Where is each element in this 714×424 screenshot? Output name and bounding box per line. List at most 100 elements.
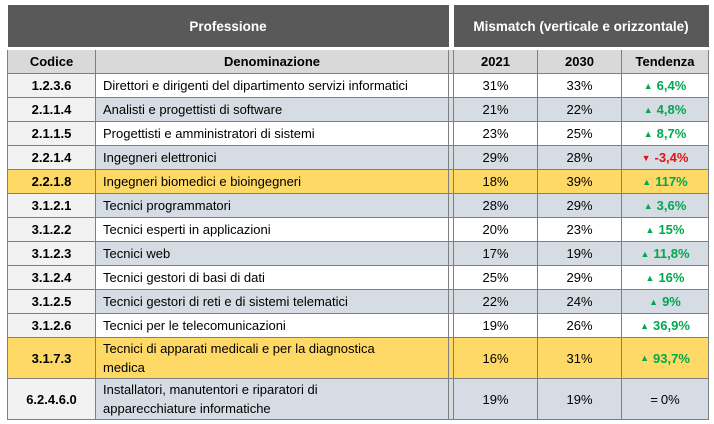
section-gap: [448, 5, 454, 50]
denomination-cell: Tecnici per le telecomunicazioni: [95, 313, 449, 338]
table-row: 3.1.2.2 Tecnici esperti in applicazioni …: [7, 217, 710, 242]
table-row: 2.1.1.4 Analisti e progettisti di softwa…: [7, 97, 710, 122]
trend-flat-icon: =: [650, 391, 658, 407]
column-header-codice: Codice: [7, 48, 96, 74]
code-cell: 3.1.2.5: [7, 289, 96, 314]
mismatch-2021-cell: 23%: [453, 121, 538, 146]
trend-cell: ▲ 6,4%: [620, 73, 710, 98]
table-row: 3.1.2.5 Tecnici gestori di reti e di sis…: [7, 289, 710, 314]
mismatch-2030-cell: 22%: [537, 97, 622, 122]
trend-cell: ▲ 16%: [620, 265, 710, 290]
trend-cell: ▲ 11,8%: [620, 241, 710, 266]
code-cell: 3.1.2.6: [7, 313, 96, 338]
denomination-cell: Tecnici gestori di reti e di sistemi tel…: [95, 289, 449, 314]
trend-cell: ▼ -3,4%: [620, 145, 710, 170]
mismatch-2021-cell: 22%: [453, 289, 538, 314]
denomination-cell: Tecnici esperti in applicazioni: [95, 217, 449, 242]
mismatch-2021-cell: 16%: [453, 337, 538, 379]
table-row-highlighted: 2.2.1.8 Ingegneri biomedici e bioingegne…: [7, 169, 710, 194]
trend-up-icon: ▲: [640, 320, 650, 331]
trend-cell: ▲ 9%: [620, 289, 710, 314]
mismatch-2021-cell: 25%: [453, 265, 538, 290]
mismatch-2030-cell: 29%: [537, 265, 622, 290]
table-row: 6.2.4.6.0 Installatori, manutentori e ri…: [7, 378, 710, 420]
code-cell: 1.2.3.6: [7, 73, 96, 98]
trend-cell: ▲ 8,7%: [620, 121, 710, 146]
trend-up-icon: ▲: [643, 104, 653, 115]
trend-down-icon: ▼: [641, 152, 651, 163]
trend-up-icon: ▲: [643, 80, 653, 91]
mismatch-2030-cell: 25%: [537, 121, 622, 146]
denomination-cell: Ingegneri elettronici: [95, 145, 449, 170]
trend-cell: = 0%: [620, 378, 710, 420]
denomination-cell: Tecnici web: [95, 241, 449, 266]
denomination-cell: Tecnici di apparati medicali e per la di…: [95, 337, 449, 379]
trend-up-icon: ▲: [645, 272, 655, 283]
table-row: 3.1.2.1 Tecnici programmatori 28% 29% ▲ 3…: [7, 193, 710, 218]
code-cell: 3.1.2.3: [7, 241, 96, 266]
mismatch-2021-cell: 31%: [453, 73, 538, 98]
profession-group-header: Professione: [7, 5, 449, 50]
denomination-cell: Analisti e progettisti di software: [95, 97, 449, 122]
trend-cell: ▲ 15%: [620, 217, 710, 242]
trend-value: 6,4%: [656, 78, 687, 93]
mismatch-2021-cell: 18%: [453, 169, 538, 194]
mismatch-2030-cell: 26%: [537, 313, 622, 338]
table-row: 2.1.1.5 Progettisti e amministratori di …: [7, 121, 710, 146]
trend-up-icon: ▲: [640, 248, 650, 259]
mismatch-2030-cell: 33%: [537, 73, 622, 98]
trend-cell: ▲ 36,9%: [620, 313, 710, 338]
denomination-cell: Installatori, manutentori e riparatori d…: [95, 378, 449, 420]
trend-up-icon: ▲: [642, 176, 652, 187]
column-header-2021: 2021: [453, 48, 538, 74]
trend-cell: ▲ 117%: [620, 169, 710, 194]
mismatch-2030-cell: 19%: [537, 378, 622, 420]
code-cell: 2.1.1.4: [7, 97, 96, 122]
trend-value: 8,7%: [656, 126, 687, 141]
mismatch-2021-cell: 28%: [453, 193, 538, 218]
code-cell: 3.1.2.2: [7, 217, 96, 242]
code-cell: 3.1.2.4: [7, 265, 96, 290]
mismatch-2021-cell: 19%: [453, 313, 538, 338]
trend-value: 9%: [662, 294, 681, 309]
mismatch-2021-cell: 20%: [453, 217, 538, 242]
trend-value: 3,6%: [656, 198, 687, 213]
mismatch-2030-cell: 28%: [537, 145, 622, 170]
trend-value: 36,9%: [653, 318, 690, 333]
column-header-row: Codice Denominazione 2021 2030 Tendenza: [7, 48, 710, 74]
table-row: 3.1.2.6 Tecnici per le telecomunicazioni…: [7, 313, 710, 338]
trend-up-icon: ▲: [645, 224, 655, 235]
trend-value: 16%: [658, 270, 685, 285]
table-row: 3.1.2.4 Tecnici gestori di basi di dati …: [7, 265, 710, 290]
mismatch-2030-cell: 29%: [537, 193, 622, 218]
denomination-cell: Tecnici programmatori: [95, 193, 449, 218]
mismatch-2030-cell: 19%: [537, 241, 622, 266]
trend-up-icon: ▲: [640, 353, 650, 363]
code-cell: 3.1.2.1: [7, 193, 96, 218]
mismatch-2030-cell: 39%: [537, 169, 622, 194]
trend-up-icon: ▲: [643, 128, 653, 139]
denomination-cell: Tecnici gestori di basi di dati: [95, 265, 449, 290]
denomination-cell: Direttori e dirigenti del dipartimento s…: [95, 73, 449, 98]
table-row: 3.1.2.3 Tecnici web 17% 19% ▲ 11,8%: [7, 241, 710, 266]
trend-cell: ▲ 3,6%: [620, 193, 710, 218]
code-cell: 6.2.4.6.0: [7, 378, 96, 420]
trend-value: 93,7%: [653, 350, 690, 366]
denomination-cell: Ingegneri biomedici e bioingegneri: [95, 169, 449, 194]
trend-value: -3,4%: [654, 150, 689, 165]
profession-mismatch-table: Professione Mismatch (verticale e orizzo…: [7, 5, 710, 420]
mismatch-2030-cell: 23%: [537, 217, 622, 242]
mismatch-2021-cell: 29%: [453, 145, 538, 170]
mismatch-2030-cell: 31%: [537, 337, 622, 379]
trend-cell: ▲ 93,7%: [620, 337, 710, 379]
table-row: 1.2.3.6 Direttori e dirigenti del dipart…: [7, 73, 710, 98]
trend-up-icon: ▲: [643, 200, 653, 211]
code-cell: 2.2.1.4: [7, 145, 96, 170]
mismatch-2021-cell: 19%: [453, 378, 538, 420]
mismatch-2021-cell: 21%: [453, 97, 538, 122]
trend-value: 4,8%: [656, 102, 687, 117]
trend-value: 11,8%: [653, 246, 690, 261]
trend-up-icon: ▲: [649, 296, 659, 307]
table-row-highlighted: 3.1.7.3 Tecnici di apparati medicali e p…: [7, 337, 710, 379]
